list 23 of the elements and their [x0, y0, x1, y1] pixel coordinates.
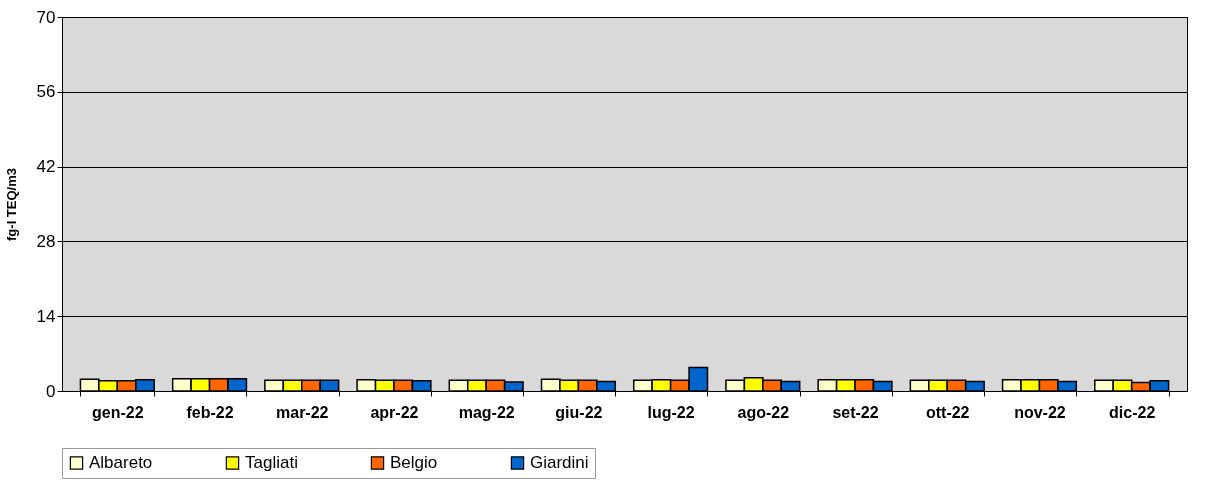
- x-tick-label: dic-22: [1109, 403, 1156, 421]
- y-tick-label: 14: [36, 306, 56, 326]
- y-tick-label: 42: [36, 157, 56, 177]
- x-tick-label: set-22: [832, 403, 879, 421]
- x-tick-label: mag-22: [458, 403, 515, 421]
- x-tick-label: ott-22: [925, 403, 970, 421]
- y-tick-label: 56: [36, 82, 56, 102]
- x-tick-label: lug-22: [647, 403, 695, 421]
- y-axis-title: fg-I TEQ/m3: [3, 168, 19, 241]
- y-tick-label: 70: [36, 7, 56, 27]
- x-tick-label: nov-22: [1014, 403, 1066, 421]
- x-tick-label: feb-22: [186, 403, 234, 421]
- x-tick-label: ago-22: [737, 403, 790, 421]
- legend-label: Belgio: [390, 452, 438, 472]
- x-tick-label: apr-22: [370, 403, 419, 421]
- x-tick-label: giu-22: [555, 403, 603, 421]
- legend-label: Tagliati: [245, 452, 298, 472]
- legend-label: Albareto: [89, 452, 153, 472]
- x-tick-label: mar-22: [276, 403, 329, 421]
- x-tick-label: gen-22: [92, 403, 144, 421]
- legend-label: Giardini: [530, 452, 589, 472]
- y-tick-label: 28: [36, 231, 56, 251]
- y-tick-label: 0: [46, 381, 56, 401]
